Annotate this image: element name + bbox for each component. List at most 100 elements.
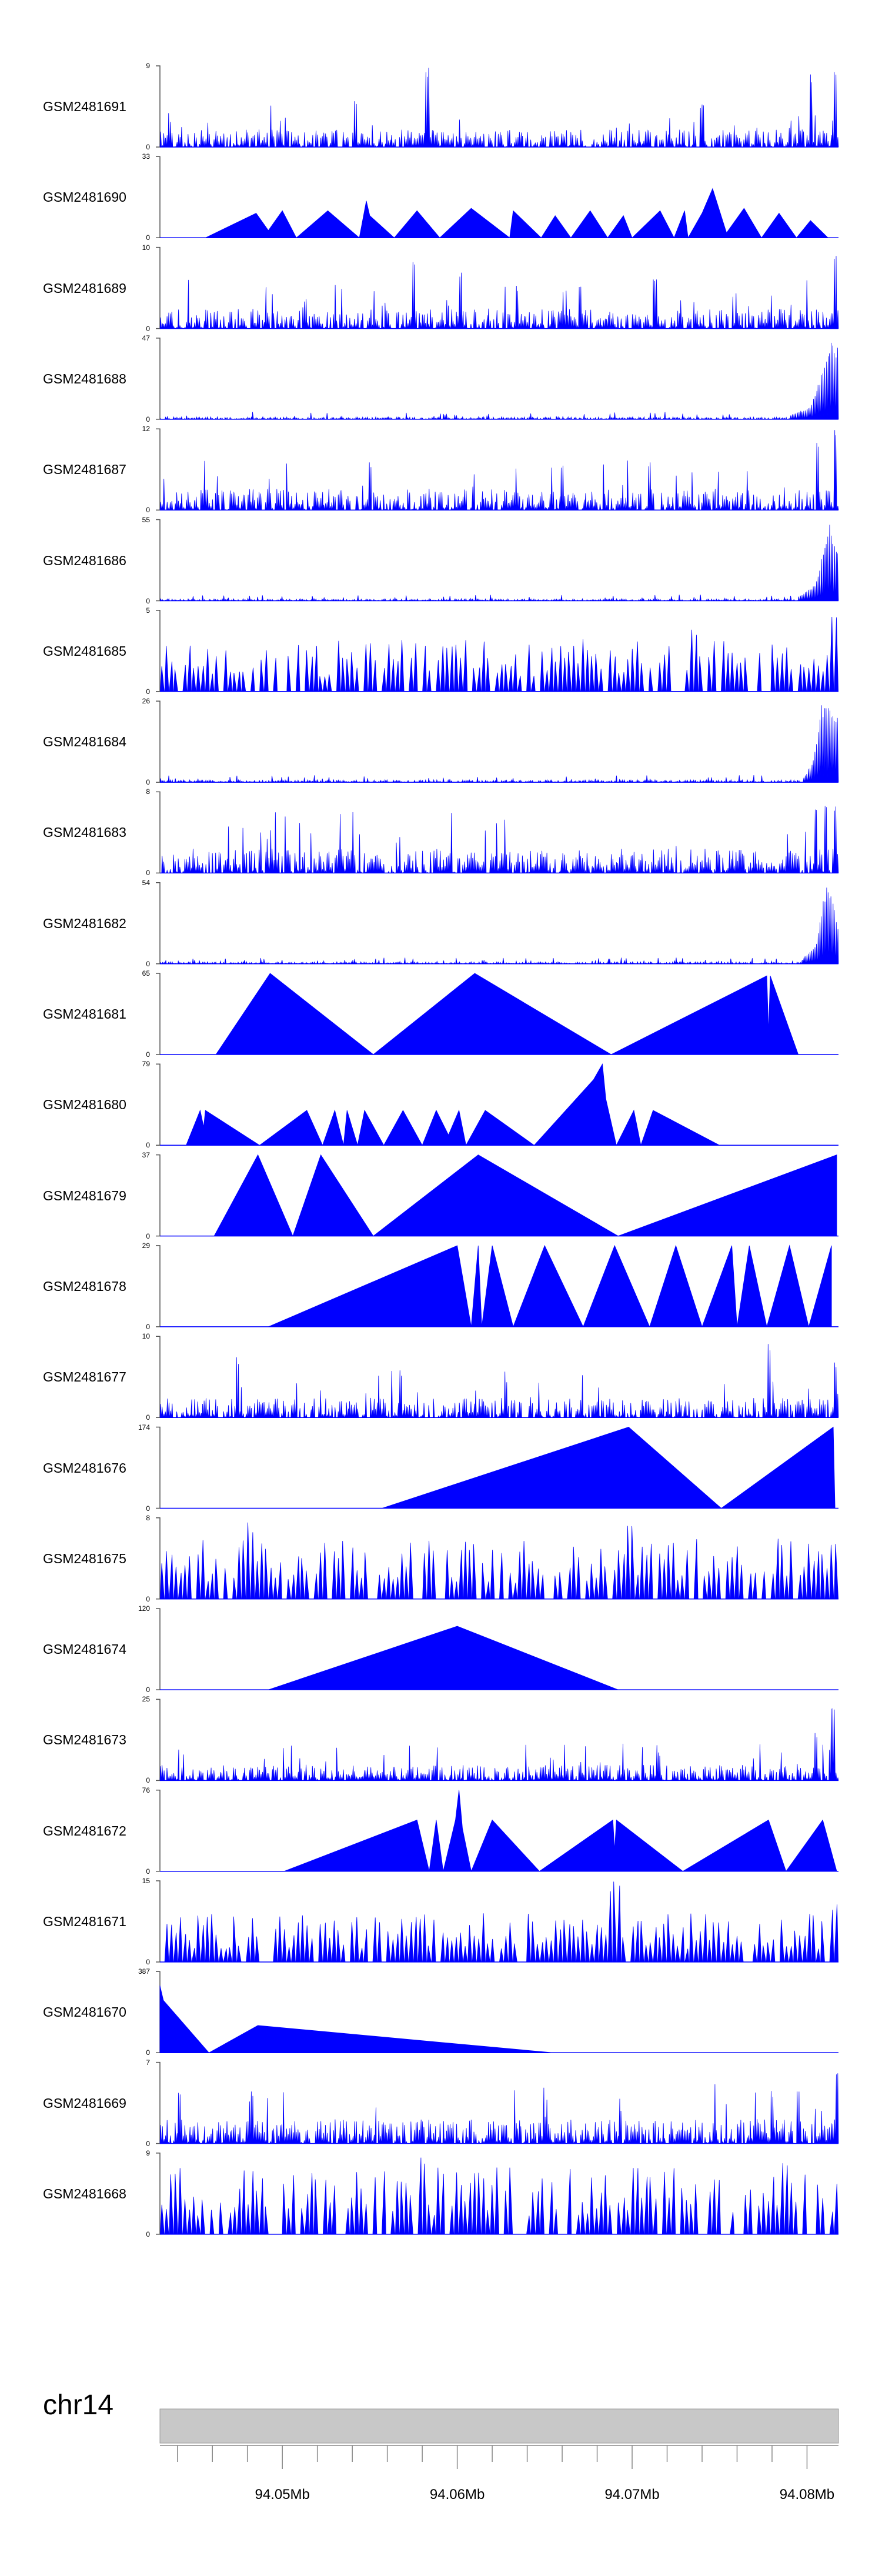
- y-max-label: 25: [142, 1695, 150, 1704]
- track-label: GSM2481691: [43, 99, 126, 114]
- y-max-label: 120: [138, 1604, 150, 1613]
- coverage-area: [160, 1522, 838, 1600]
- y-min-label: 0: [146, 1504, 150, 1513]
- y-axis: [156, 1880, 161, 1963]
- genome-axis: 94.05Mb 94.06Mb 94.07Mb 94.08Mb: [0, 2382, 882, 2558]
- y-max-label: 8: [146, 788, 150, 796]
- y-axis: [156, 1426, 161, 1509]
- y-min-label: 0: [146, 778, 150, 787]
- y-min-label: 0: [146, 143, 150, 151]
- coverage-area: [159, 887, 839, 965]
- y-min-label: 0: [146, 2230, 150, 2238]
- y-max-label: 47: [142, 333, 150, 342]
- y-min-label: 0: [146, 687, 150, 696]
- y-axis: [156, 1336, 161, 1418]
- y-axis: [156, 1245, 161, 1327]
- coverage-area: [159, 2073, 839, 2144]
- y-axis: [156, 973, 161, 1055]
- coverage-area: [213, 1154, 837, 1237]
- track-label: GSM2481676: [43, 1460, 126, 1476]
- y-axis: [156, 2061, 161, 2144]
- y-max-label: 9: [146, 62, 150, 70]
- y-axis: [156, 882, 161, 965]
- y-max-label: 29: [142, 1241, 150, 1250]
- y-max-label: 387: [138, 1967, 150, 1976]
- chromosome-label: chr14: [43, 2390, 114, 2421]
- y-axis: [156, 2153, 161, 2235]
- y-axis: [156, 791, 161, 874]
- track-GSM2481668: GSM2481668 9 0: [0, 0, 882, 2238]
- track-label: GSM2481681: [43, 1006, 126, 1022]
- y-max-label: 37: [142, 1150, 150, 1159]
- track-label: GSM2481668: [43, 2185, 126, 2201]
- coverage-area: [284, 1790, 837, 1873]
- coverage-area: [160, 616, 838, 692]
- track-label: GSM2481671: [43, 1914, 126, 1929]
- x-tick-label: 94.07Mb: [604, 2487, 660, 2502]
- coverage-area: [215, 973, 799, 1055]
- y-max-label: 65: [142, 969, 150, 977]
- y-min-label: 0: [146, 1141, 150, 1150]
- y-min-label: 0: [146, 1686, 150, 1694]
- y-axis: [156, 1608, 161, 1690]
- y-max-label: 5: [146, 606, 150, 615]
- y-min-label: 0: [146, 869, 150, 877]
- y-max-label: 7: [146, 2058, 150, 2067]
- y-min-label: 0: [146, 2139, 150, 2148]
- coverage-area: [160, 1881, 838, 1963]
- track-label: GSM2481670: [43, 2004, 126, 2020]
- y-axis: [156, 246, 161, 329]
- coverage-area: [382, 1426, 836, 1509]
- y-min-label: 0: [146, 959, 150, 968]
- y-axis: [156, 1154, 161, 1237]
- y-axis: [156, 700, 161, 783]
- y-max-label: 174: [138, 1423, 150, 1432]
- coverage-area: [159, 705, 839, 783]
- coverage-area: [159, 1708, 839, 1781]
- x-tick-label: 94.06Mb: [429, 2487, 485, 2502]
- track-label: GSM2481690: [43, 189, 126, 205]
- track-label: GSM2481674: [43, 1641, 126, 1657]
- track-label: GSM2481687: [43, 462, 126, 478]
- coverage-area: [268, 1626, 619, 1690]
- track-label: GSM2481679: [43, 1187, 126, 1203]
- y-max-label: 33: [142, 152, 150, 161]
- y-max-label: 26: [142, 697, 150, 706]
- track-label: GSM2481689: [43, 280, 126, 296]
- y-min-label: 0: [146, 1594, 150, 1603]
- y-min-label: 0: [146, 1958, 150, 1966]
- y-min-label: 0: [146, 596, 150, 605]
- track-label: GSM2481688: [43, 371, 126, 386]
- track-label: GSM2481685: [43, 643, 126, 659]
- y-min-label: 0: [146, 233, 150, 242]
- y-max-label: 8: [146, 1513, 150, 1522]
- y-min-label: 0: [146, 506, 150, 515]
- coverage-area: [186, 1063, 720, 1146]
- y-max-label: 10: [142, 243, 150, 252]
- track-label: GSM2481683: [43, 825, 126, 840]
- track-label: GSM2481669: [43, 2095, 126, 2111]
- track-label: GSM2481675: [43, 1550, 126, 1566]
- y-axis: [156, 1063, 161, 1146]
- chromosome-ideogram: [159, 2408, 839, 2444]
- y-max-label: 76: [142, 1786, 150, 1794]
- y-max-label: 12: [142, 425, 150, 433]
- y-min-label: 0: [146, 1050, 150, 1059]
- y-axis: [156, 1699, 161, 1781]
- y-max-label: 10: [142, 1332, 150, 1341]
- y-min-label: 0: [146, 1232, 150, 1240]
